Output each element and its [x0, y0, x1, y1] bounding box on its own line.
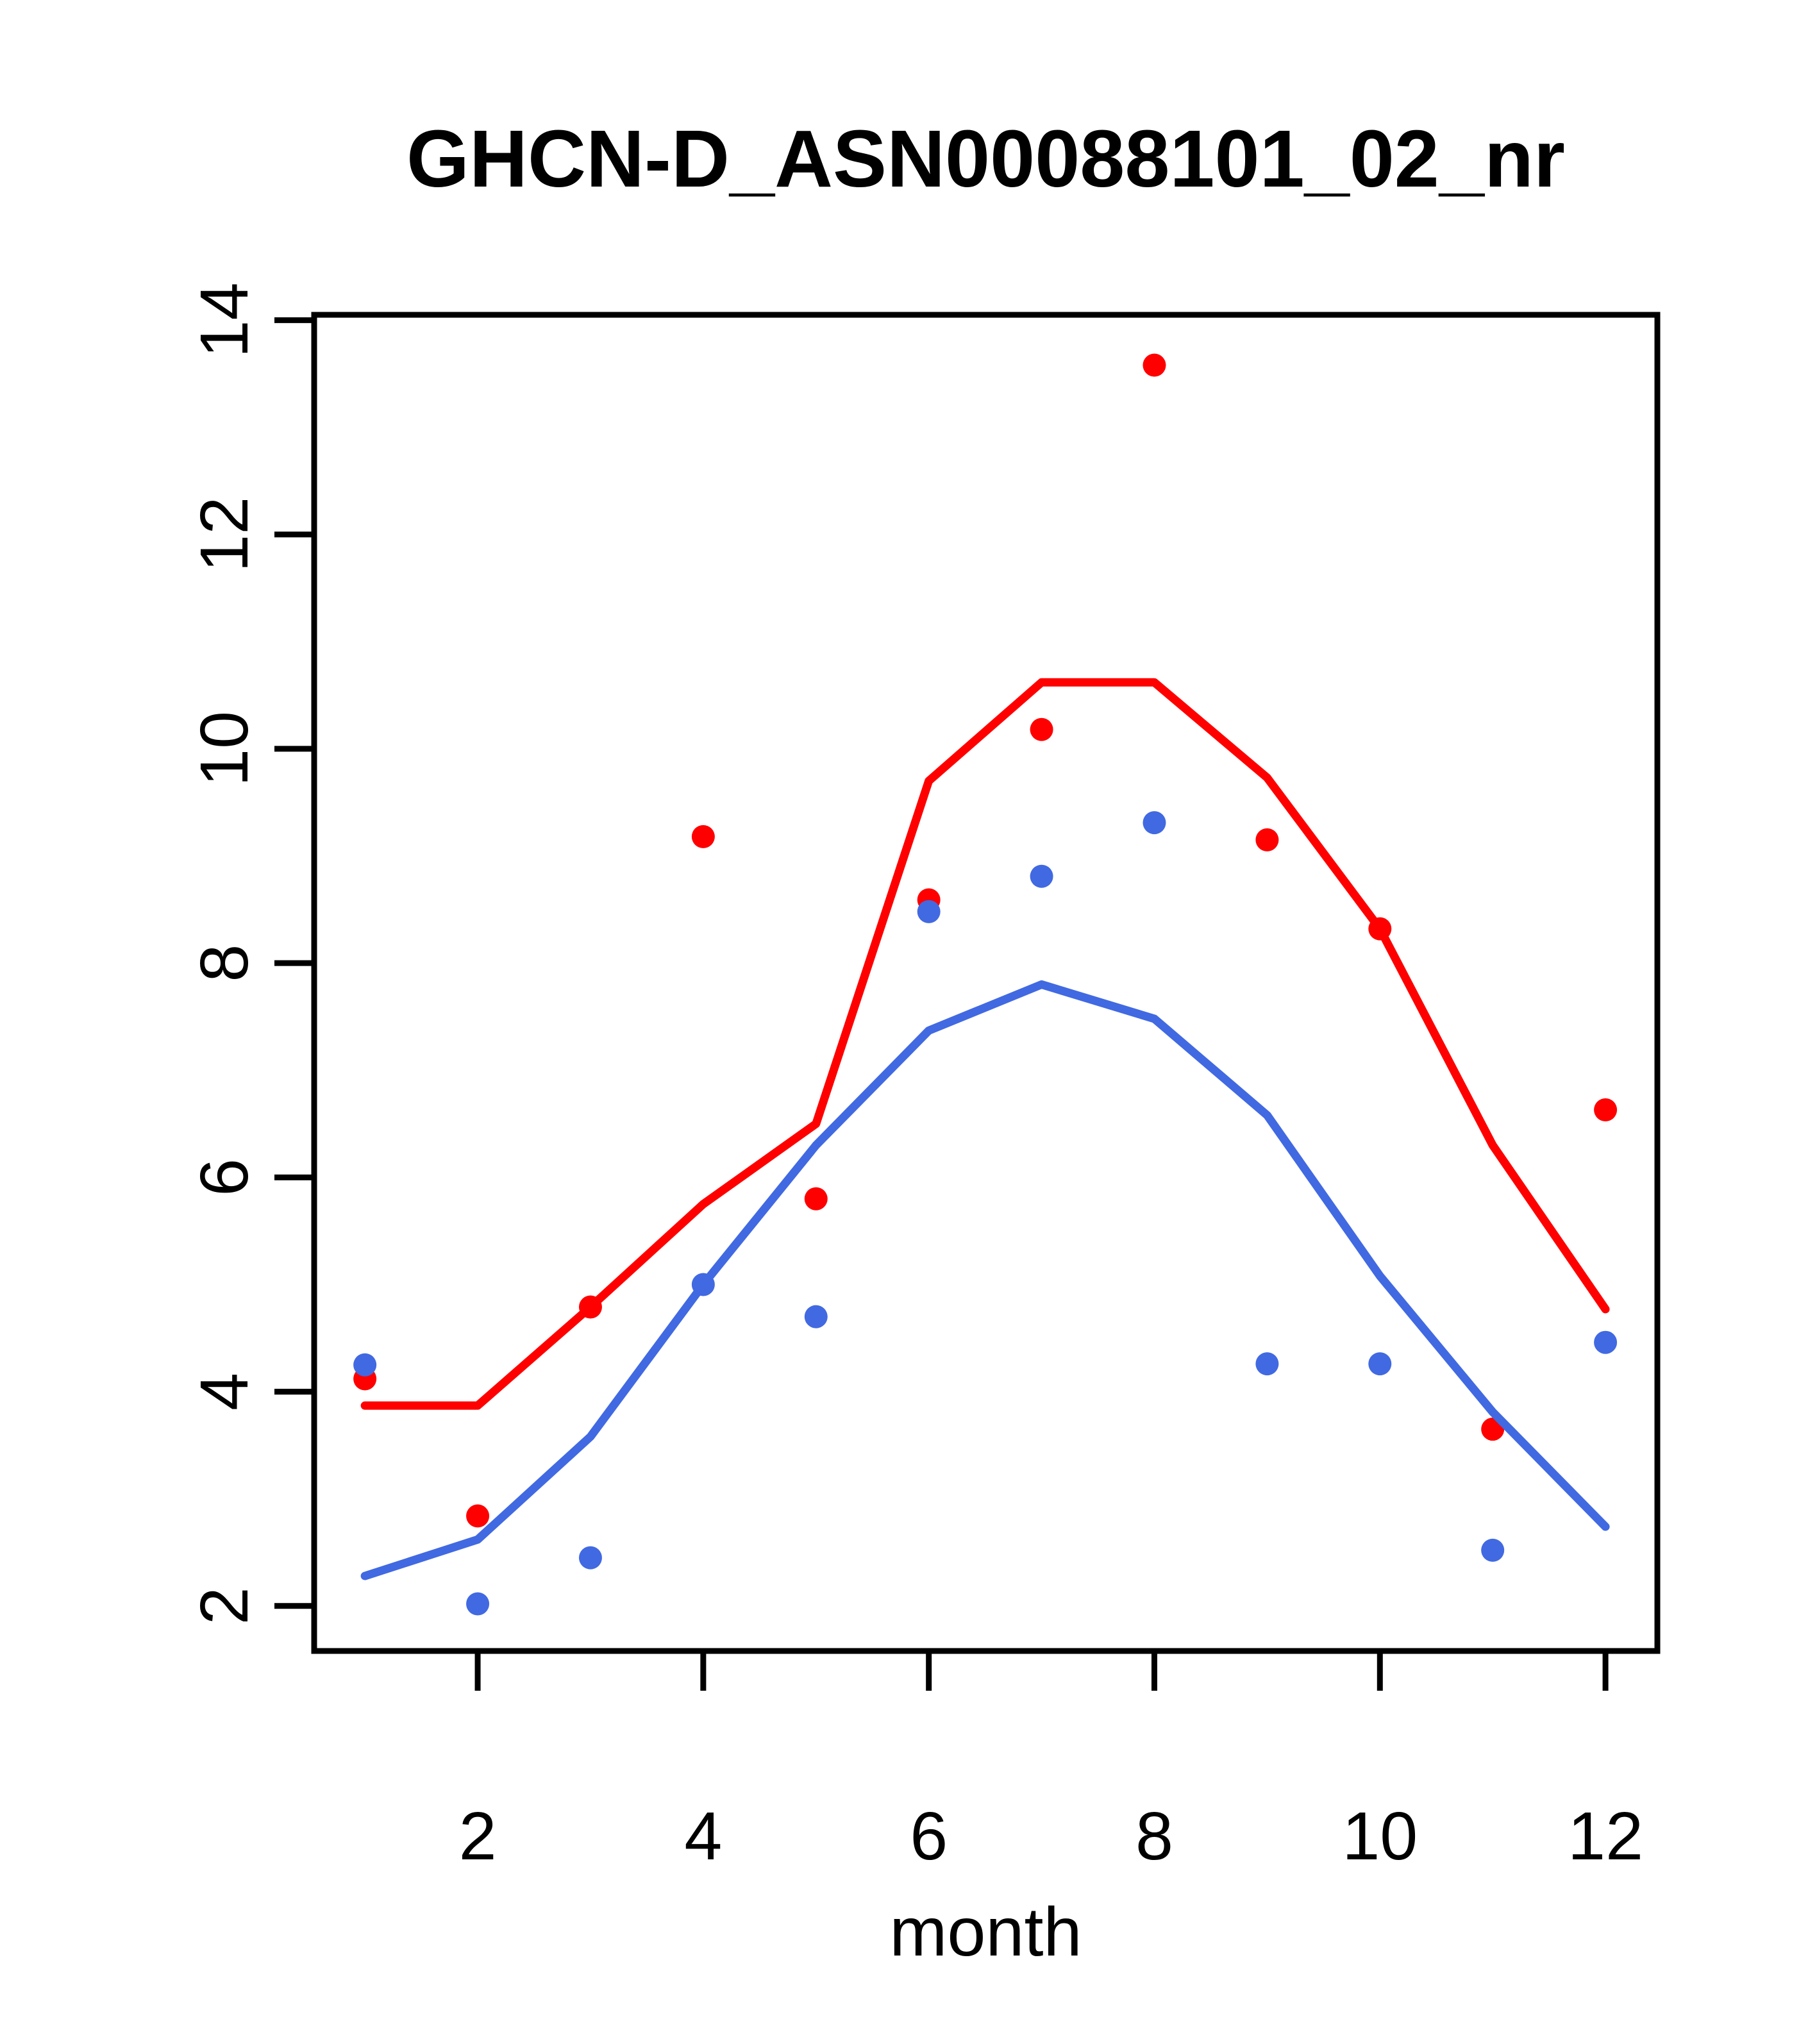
blue-scatter-point [917, 900, 941, 923]
x-tick-label: 8 [1135, 1798, 1173, 1874]
x-tick-label: 12 [1568, 1798, 1643, 1874]
plot-box [311, 312, 1661, 1654]
plot-title: GHCN-D_ASN00088101_02_nr [406, 113, 1565, 204]
red-scatter-point [1143, 353, 1166, 377]
red-scatter-point [691, 825, 715, 848]
blue-scatter-point [804, 1305, 828, 1328]
red-scatter-point [1030, 717, 1053, 741]
x-tick-label: 10 [1342, 1798, 1418, 1874]
x-axis-label: month [889, 1893, 1082, 1970]
blue-scatter-point [1030, 864, 1053, 888]
blue-scatter-point [466, 1592, 490, 1616]
red-scatter-point [1255, 828, 1279, 851]
x-tick-label: 2 [459, 1798, 497, 1874]
y-tick-label: 14 [187, 282, 262, 358]
blue-scatter-point [1594, 1330, 1618, 1354]
red-scatter-point [1594, 1098, 1618, 1122]
y-tick-label: 8 [187, 944, 262, 982]
red-scatter-point [466, 1504, 490, 1528]
y-tick-label: 12 [187, 497, 262, 573]
blue-scatter-point [353, 1353, 377, 1377]
blue-scatter-point [1481, 1538, 1505, 1562]
blue-scatter-point [1143, 811, 1166, 835]
x-tick-label: 4 [684, 1798, 722, 1874]
y-tick-label: 2 [187, 1587, 262, 1625]
blue-scatter-point [578, 1546, 602, 1570]
blue-trend-line [360, 980, 1610, 1580]
red-scatter-point [804, 1187, 828, 1210]
y-tick-label: 10 [187, 711, 262, 787]
blue-scatter-point [1255, 1352, 1279, 1376]
red-trend-line [360, 678, 1610, 1410]
blue-scatter-point [1368, 1352, 1392, 1376]
y-tick-label: 4 [187, 1373, 262, 1411]
x-tick-label: 6 [910, 1798, 948, 1874]
y-tick-label: 6 [187, 1159, 262, 1196]
